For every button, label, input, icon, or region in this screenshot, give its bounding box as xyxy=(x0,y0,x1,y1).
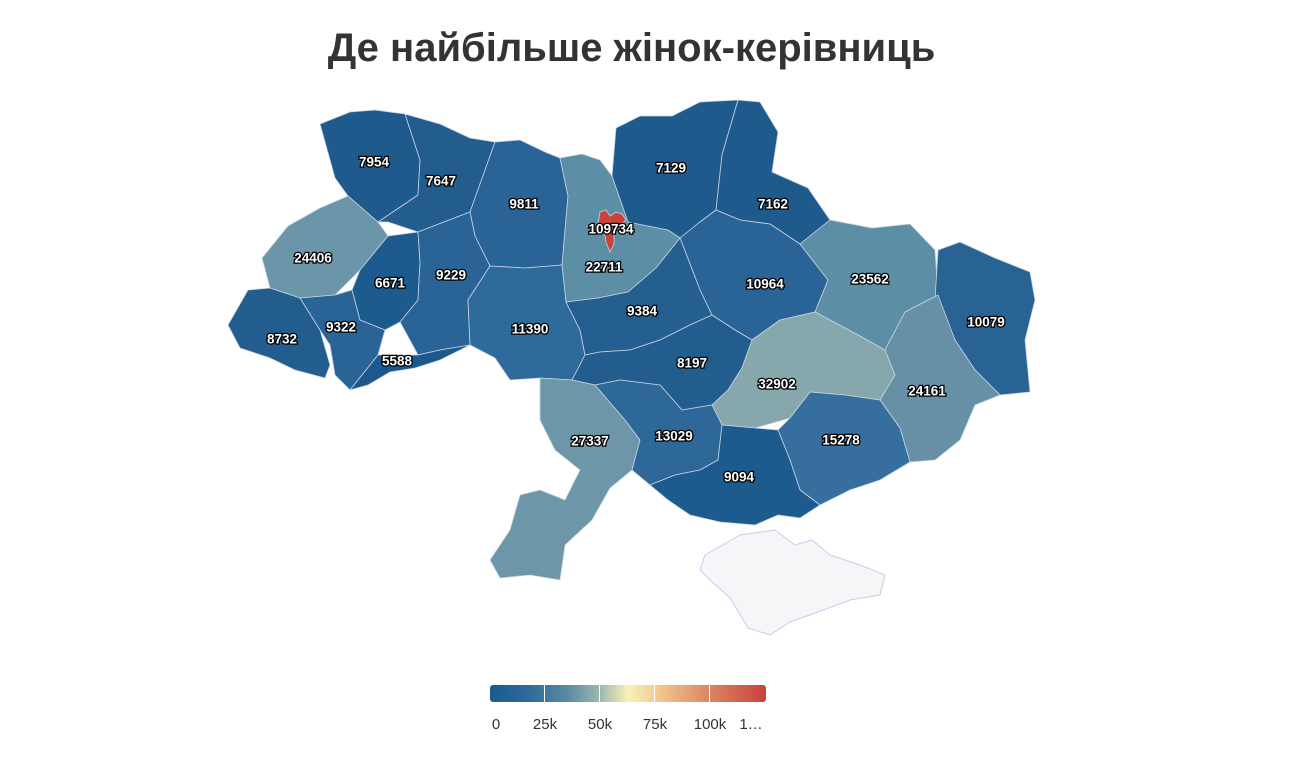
legend-gradient-bar xyxy=(490,685,766,702)
region-value-label: 13029 xyxy=(655,429,693,444)
region-value-label: 9322 xyxy=(326,320,356,335)
region-value-label: 11390 xyxy=(512,322,549,337)
legend-tick-label: 0 xyxy=(491,716,501,733)
region-value-label: 9229 xyxy=(436,268,466,283)
region-value-label: 8197 xyxy=(677,356,707,371)
legend-divider xyxy=(544,685,545,702)
region-value-label: 10964 xyxy=(746,277,784,292)
region-value-label: 15278 xyxy=(822,433,860,448)
region-value-label: 5588 xyxy=(382,354,413,369)
legend-divider xyxy=(709,685,710,702)
region-kyiv-city[interactable] xyxy=(597,209,627,253)
region-value-label: 24161 xyxy=(908,384,946,399)
region-value-label: 8732 xyxy=(267,332,297,347)
legend-tick-label: 50k xyxy=(587,716,613,733)
region-value-label: 7954 xyxy=(359,155,390,170)
region-value-label: 9094 xyxy=(724,470,755,485)
region-kherson[interactable] xyxy=(649,424,821,526)
legend-tick-label: 75k xyxy=(642,716,668,733)
region-value-label: 9811 xyxy=(509,197,539,212)
region-value-label: 24406 xyxy=(294,251,332,266)
region-value-label: 7129 xyxy=(656,161,686,176)
legend-tick-label: 1… xyxy=(739,716,763,733)
region-chernivtsi[interactable] xyxy=(349,344,471,391)
legend-tick-label: 100k xyxy=(693,716,727,733)
region-crimea xyxy=(699,529,886,636)
region-value-label: 7162 xyxy=(758,197,788,212)
region-value-label: 7647 xyxy=(426,174,456,189)
color-legend xyxy=(490,685,766,703)
region-value-label: 22711 xyxy=(586,260,623,275)
region-value-label: 9384 xyxy=(627,304,658,319)
region-value-label: 23562 xyxy=(851,272,889,287)
region-value-label: 32902 xyxy=(758,377,796,392)
region-zakarpattia[interactable] xyxy=(227,287,331,379)
legend-tick-label: 25k xyxy=(532,716,558,733)
legend-divider xyxy=(599,685,600,702)
page-title: Де найбільше жінок-керівниць xyxy=(327,26,936,70)
region-value-label: 10079 xyxy=(967,315,1005,330)
region-value-label: 27337 xyxy=(571,434,609,449)
region-value-label: 109734 xyxy=(588,222,634,237)
legend-divider xyxy=(654,685,655,702)
region-value-label: 6671 xyxy=(375,276,406,291)
